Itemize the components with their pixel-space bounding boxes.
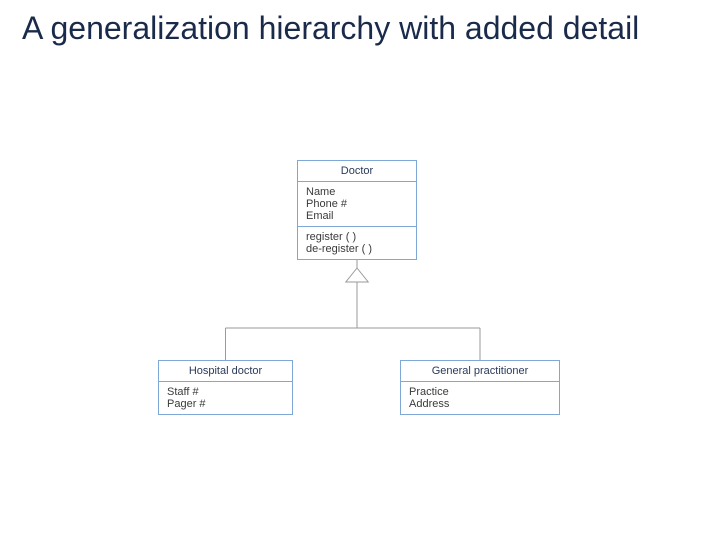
generalization-arrowhead	[346, 268, 368, 282]
operation: de-register ( )	[306, 243, 408, 255]
operations-compartment: register ( ) de-register ( )	[298, 227, 416, 259]
attribute: Address	[409, 398, 551, 410]
attribute: Phone #	[306, 198, 408, 210]
class-doctor: Doctor Name Phone # Email register ( ) d…	[297, 160, 417, 260]
class-hospital-doctor: Hospital doctor Staff # Pager #	[158, 360, 293, 415]
class-name: Hospital doctor	[159, 361, 292, 382]
attributes-compartment: Staff # Pager #	[159, 382, 292, 414]
uml-diagram: Doctor Name Phone # Email register ( ) d…	[0, 150, 720, 510]
attribute: Name	[306, 186, 408, 198]
attribute: Email	[306, 210, 408, 222]
page-title: A generalization hierarchy with added de…	[22, 10, 639, 47]
attributes-compartment: Name Phone # Email	[298, 182, 416, 227]
attribute: Staff #	[167, 386, 284, 398]
attributes-compartment: Practice Address	[401, 382, 559, 414]
class-name: General practitioner	[401, 361, 559, 382]
operation: register ( )	[306, 231, 408, 243]
attribute: Practice	[409, 386, 551, 398]
class-general-practitioner: General practitioner Practice Address	[400, 360, 560, 415]
class-name: Doctor	[298, 161, 416, 182]
attribute: Pager #	[167, 398, 284, 410]
